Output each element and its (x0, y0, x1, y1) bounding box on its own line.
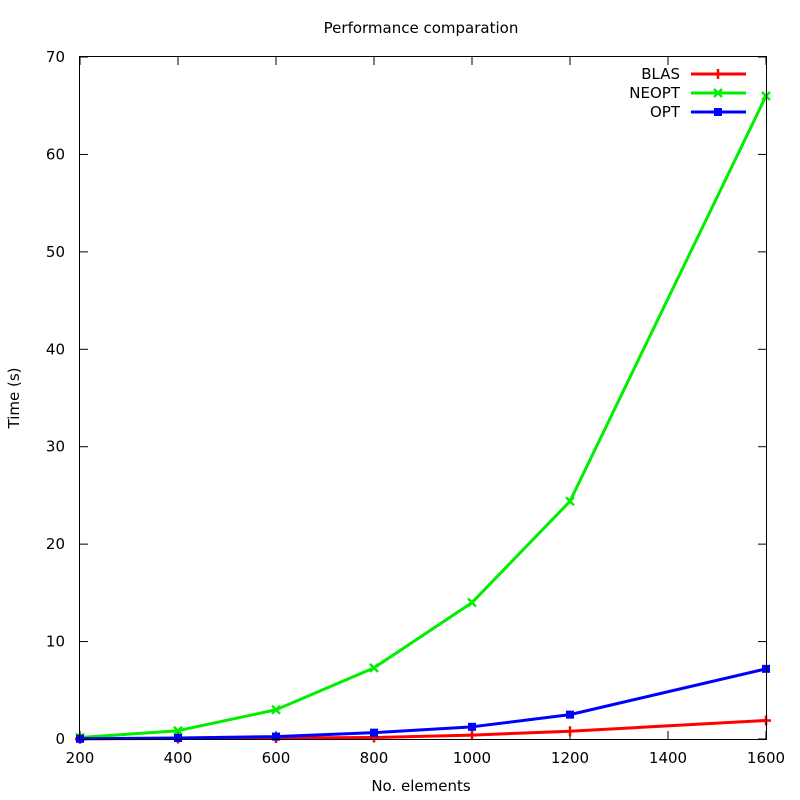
x-tick-label: 1200 (551, 749, 589, 767)
chart-title: Performance comparation (324, 19, 519, 37)
y-axis-label: Time (s) (5, 368, 23, 430)
x-tick-label: 1600 (747, 749, 785, 767)
data-point-neopt (467, 597, 477, 608)
x-tick-label: 1000 (453, 749, 491, 767)
y-tick-label: 40 (46, 340, 65, 358)
data-point-neopt (173, 725, 183, 736)
x-tick-label: 600 (262, 749, 291, 767)
y-tick-label: 10 (46, 633, 65, 651)
data-point-blas (467, 730, 477, 741)
data-point-neopt (271, 704, 281, 715)
data-point-opt (566, 710, 574, 719)
x-tick-label: 400 (164, 749, 193, 767)
y-tick-label: 0 (55, 730, 65, 748)
data-point-opt (174, 734, 182, 743)
legend-marker (713, 88, 723, 98)
y-tick-label: 60 (46, 145, 65, 163)
y-tick-label: 70 (46, 48, 65, 66)
legend-marker (713, 69, 723, 79)
y-tick-label: 50 (46, 243, 65, 261)
x-axis-label: No. elements (371, 777, 471, 795)
x-tick-label: 200 (66, 749, 95, 767)
legend-item-opt: OPT (650, 103, 746, 121)
y-tick-label: 30 (46, 438, 65, 456)
legend-marker (714, 108, 722, 116)
data-point-neopt (369, 662, 379, 673)
legend-label: OPT (650, 103, 681, 121)
legend-label: NEOPT (629, 84, 681, 102)
data-point-opt (370, 728, 378, 737)
legend-label: BLAS (641, 65, 680, 83)
plot-frame (79, 56, 767, 740)
x-tick-label: 800 (360, 749, 389, 767)
axes: 200 400 600 800 1000 1200 1400 1600 0 10 20 30 40 50 6… (46, 48, 785, 767)
x-tick-label: 1400 (649, 749, 687, 767)
data-point-opt (468, 722, 476, 731)
legend-item-neopt: NEOPT (629, 84, 746, 102)
data-point-opt (272, 732, 280, 741)
data-series (75, 91, 771, 744)
legend-item-blas: BLAS (641, 65, 746, 83)
data-point-blas (565, 726, 575, 737)
y-tick-label: 20 (46, 535, 65, 553)
data-point-neopt (565, 496, 575, 507)
